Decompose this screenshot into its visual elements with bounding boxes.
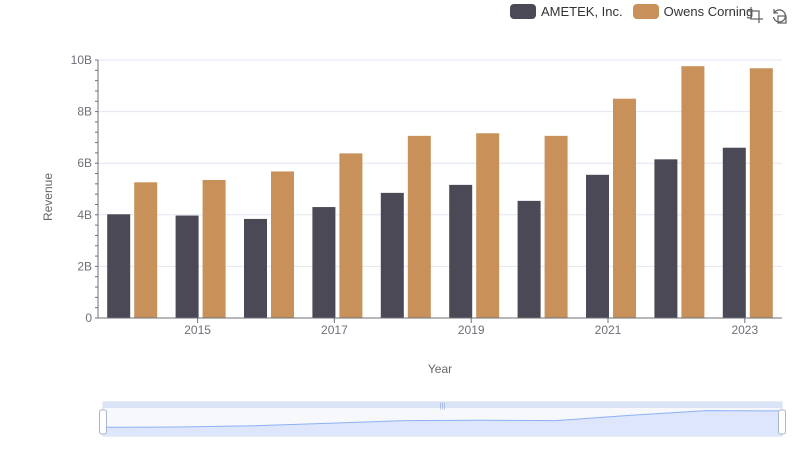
bar-ametek-2019[interactable] <box>449 184 473 318</box>
bar-owens-corning-2020[interactable] <box>544 135 568 318</box>
y-tick-label: 8B <box>77 105 92 119</box>
y-tick-label: 0 <box>85 311 92 325</box>
legend-label-owens-corning: Owens Corning <box>663 4 754 19</box>
legend-item-owens-corning[interactable]: Owens Corning <box>632 4 754 19</box>
bar-ametek-2014[interactable] <box>107 214 131 318</box>
data-zoom-slider[interactable]: ||| <box>99 401 786 437</box>
bar-owens-corning-2023[interactable] <box>749 68 773 318</box>
y-tick-label: 4B <box>77 208 92 222</box>
x-tick-label: 2023 <box>731 323 758 337</box>
bars-group <box>107 66 773 318</box>
legend-label-ametek: AMETEK, Inc. <box>541 4 623 19</box>
bar-ametek-2017[interactable] <box>312 207 336 318</box>
slider-move-handle[interactable] <box>103 402 782 408</box>
bar-owens-corning-2018[interactable] <box>407 135 431 318</box>
bar-owens-corning-2016[interactable] <box>271 171 294 318</box>
bar-owens-corning-2019[interactable] <box>476 133 500 318</box>
y-tick-label: 2B <box>77 259 92 273</box>
axes-group: 0 2B 4B 6B 8B 10B 2015 2017 2019 2021 2023 <box>71 53 782 337</box>
x-tick-label: 2021 <box>595 323 622 337</box>
toolbox <box>746 6 794 24</box>
bar-ametek-2018[interactable] <box>380 192 404 318</box>
bar-ametek-2016[interactable] <box>244 218 267 318</box>
bar-owens-corning-2014[interactable] <box>134 182 158 318</box>
legend-swatch-ametek <box>510 4 536 19</box>
legend: AMETEK, Inc. Owens Corning <box>510 4 763 19</box>
bar-ametek-2021[interactable] <box>586 174 609 318</box>
bar-owens-corning-2022[interactable] <box>681 66 705 318</box>
bar-ametek-2020[interactable] <box>517 200 541 318</box>
bar-ametek-2022[interactable] <box>654 159 678 318</box>
bar-ametek-2015[interactable] <box>175 215 199 318</box>
slider-right-handle[interactable] <box>778 409 786 435</box>
slider-preview-line <box>102 410 783 428</box>
bar-owens-corning-2015[interactable] <box>202 179 226 318</box>
bar-owens-corning-2017[interactable] <box>339 153 363 318</box>
legend-swatch-owens-corning <box>632 4 659 19</box>
grid-lines <box>98 59 782 267</box>
x-tick-label: 2015 <box>184 323 211 337</box>
slider-grip-icon: ||| <box>440 403 446 410</box>
y-axis-label: Revenue <box>41 172 55 222</box>
y-tick-label: 10B <box>71 53 92 67</box>
restore-icon[interactable] <box>770 6 788 24</box>
bar-owens-corning-2021[interactable] <box>613 98 636 318</box>
x-axis-label: Year <box>427 362 453 376</box>
zoom-icon[interactable] <box>746 6 764 24</box>
legend-item-ametek[interactable]: AMETEK, Inc. <box>510 4 623 19</box>
x-tick-label: 2017 <box>321 323 348 337</box>
x-tick-label: 2019 <box>458 323 485 337</box>
bar-ametek-2023[interactable] <box>722 147 746 318</box>
slider-left-handle[interactable] <box>99 409 107 435</box>
y-tick-label: 6B <box>77 156 92 170</box>
